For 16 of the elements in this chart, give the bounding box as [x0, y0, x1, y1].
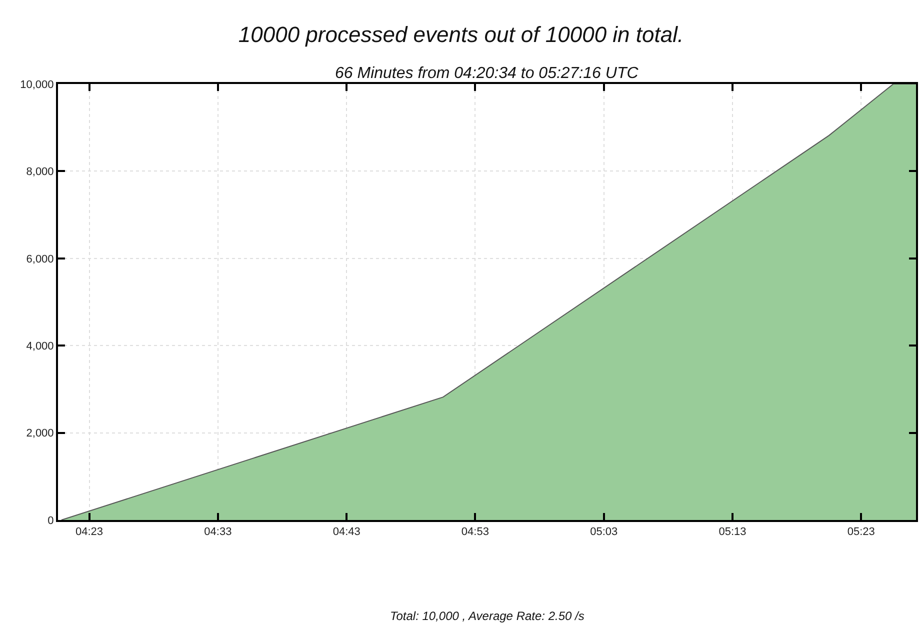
text: Total: 10,000 , Average Rate: 2.50 /s [390, 609, 584, 623]
x-tick-label: 05:13 [718, 526, 746, 538]
x-tick-label: 04:23 [75, 526, 104, 538]
x-tick-label: 05:23 [847, 526, 875, 538]
x-tick-label: 04:33 [204, 526, 232, 538]
y-tick-label: 10,000 [20, 78, 54, 91]
x-tick-label: 04:53 [461, 526, 489, 538]
chart-subtitle: 66 Minutes from 04:20:34 to 05:27:16 UTC [335, 65, 639, 82]
y-tick-label: 6,000 [26, 253, 54, 266]
y-tick-label: 8,000 [26, 166, 54, 178]
x-tick-label: 04:43 [332, 526, 360, 538]
y-tick-label: 0 [48, 514, 54, 527]
x-tick-label: 05:03 [590, 526, 618, 538]
chart-title: 10000 processed events out of 10000 in total. [238, 22, 684, 47]
y-tick-label: 4,000 [26, 340, 54, 352]
y-tick-label: 2,000 [26, 428, 54, 440]
